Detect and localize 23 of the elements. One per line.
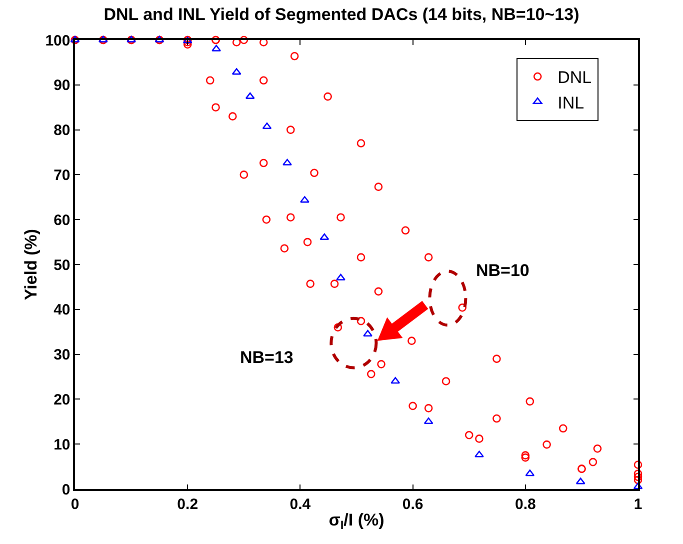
x-tick-label: 0.2 <box>177 496 198 513</box>
x-axis-title: σ$_{I}$/I (%) <box>328 510 384 532</box>
x-tick-label: 0.4 <box>290 496 312 513</box>
y-tick-label: 60 <box>54 212 70 229</box>
legend-label: DNL <box>558 68 592 88</box>
y-tick-label: 0 <box>62 481 70 498</box>
chart-title: DNL and INL Yield of Segmented DACs (14 bits, NB=10~13) <box>104 5 580 24</box>
y-axis-title: Yield (%) <box>21 228 40 300</box>
y-tick-label: 100 <box>45 32 70 50</box>
x-tick-label: 0.8 <box>514 496 536 513</box>
y-tick-label: 10 <box>54 436 70 454</box>
annotation: NB=13 <box>240 348 294 367</box>
x-tick-label: 1 <box>634 496 642 513</box>
y-tick-label: 70 <box>54 166 70 184</box>
legend-label: INL <box>558 93 584 112</box>
y-tick-label: 40 <box>54 302 70 319</box>
y-tick-label: 20 <box>54 391 70 408</box>
y-tick-label: 30 <box>54 346 70 364</box>
x-tick-label: 0.6 <box>402 496 424 513</box>
y-tick-label: 80 <box>54 122 70 140</box>
y-tick-label: 50 <box>54 256 70 274</box>
y-tick-label: 90 <box>54 77 70 94</box>
annotation: NB=10 <box>476 261 530 280</box>
